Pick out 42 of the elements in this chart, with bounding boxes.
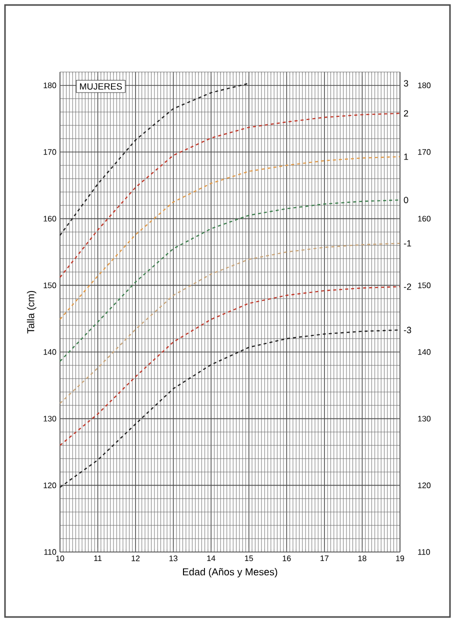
- x-tick-label: 19: [396, 556, 404, 562]
- y-tick-label: 150: [44, 282, 56, 288]
- series-label: -1: [404, 240, 412, 246]
- x-tick-label: 11: [94, 556, 102, 562]
- annotation: MUJERES: [80, 83, 122, 90]
- y-tick-label: 180: [44, 82, 56, 88]
- y2-tick-label: 160: [418, 216, 431, 222]
- y2-tick-label: 180: [418, 82, 431, 88]
- series-label: 1: [404, 154, 408, 160]
- line-series: [59, 112, 401, 278]
- x-tick-label: 14: [207, 556, 216, 562]
- line-series: [59, 199, 401, 362]
- y2-tick-label: 110: [418, 549, 430, 555]
- y-tick-label: 130: [44, 416, 56, 422]
- line-series: [59, 242, 401, 404]
- x-tick-label: 18: [358, 556, 366, 562]
- y2-tick-label: 120: [418, 482, 431, 488]
- y-tick-label: 140: [44, 349, 56, 355]
- series-label: -3: [404, 326, 412, 334]
- y2-tick-label: 140: [418, 349, 431, 355]
- y-tick-label: 160: [44, 216, 56, 222]
- series-label: 0: [404, 196, 408, 204]
- x-tick-label: 17: [320, 556, 328, 562]
- y2-tick-label: 170: [418, 149, 431, 155]
- x-tick-label: 15: [245, 556, 253, 562]
- y-tick-label: 110: [44, 549, 56, 555]
- text: 3: [404, 80, 408, 87]
- y-tick-label: 170: [44, 149, 56, 155]
- line-series: [59, 156, 401, 320]
- y2-tick-label: 150: [418, 282, 431, 288]
- x-tick-label: 13: [169, 556, 178, 562]
- series-label: 2: [404, 110, 408, 116]
- y-axis-title: Talla (cm): [26, 290, 36, 334]
- x-tick-label: 10: [56, 556, 64, 562]
- line-series: [59, 82, 250, 236]
- line-series: [59, 286, 401, 446]
- y2-tick-label: 130: [418, 416, 431, 422]
- y-tick-label: 120: [44, 482, 56, 488]
- x-axis-title: Edad (Años y Meses): [183, 568, 278, 578]
- x-tick-label: 12: [132, 556, 140, 562]
- series-label: -2: [404, 284, 412, 290]
- x-tick-label: 16: [282, 556, 291, 562]
